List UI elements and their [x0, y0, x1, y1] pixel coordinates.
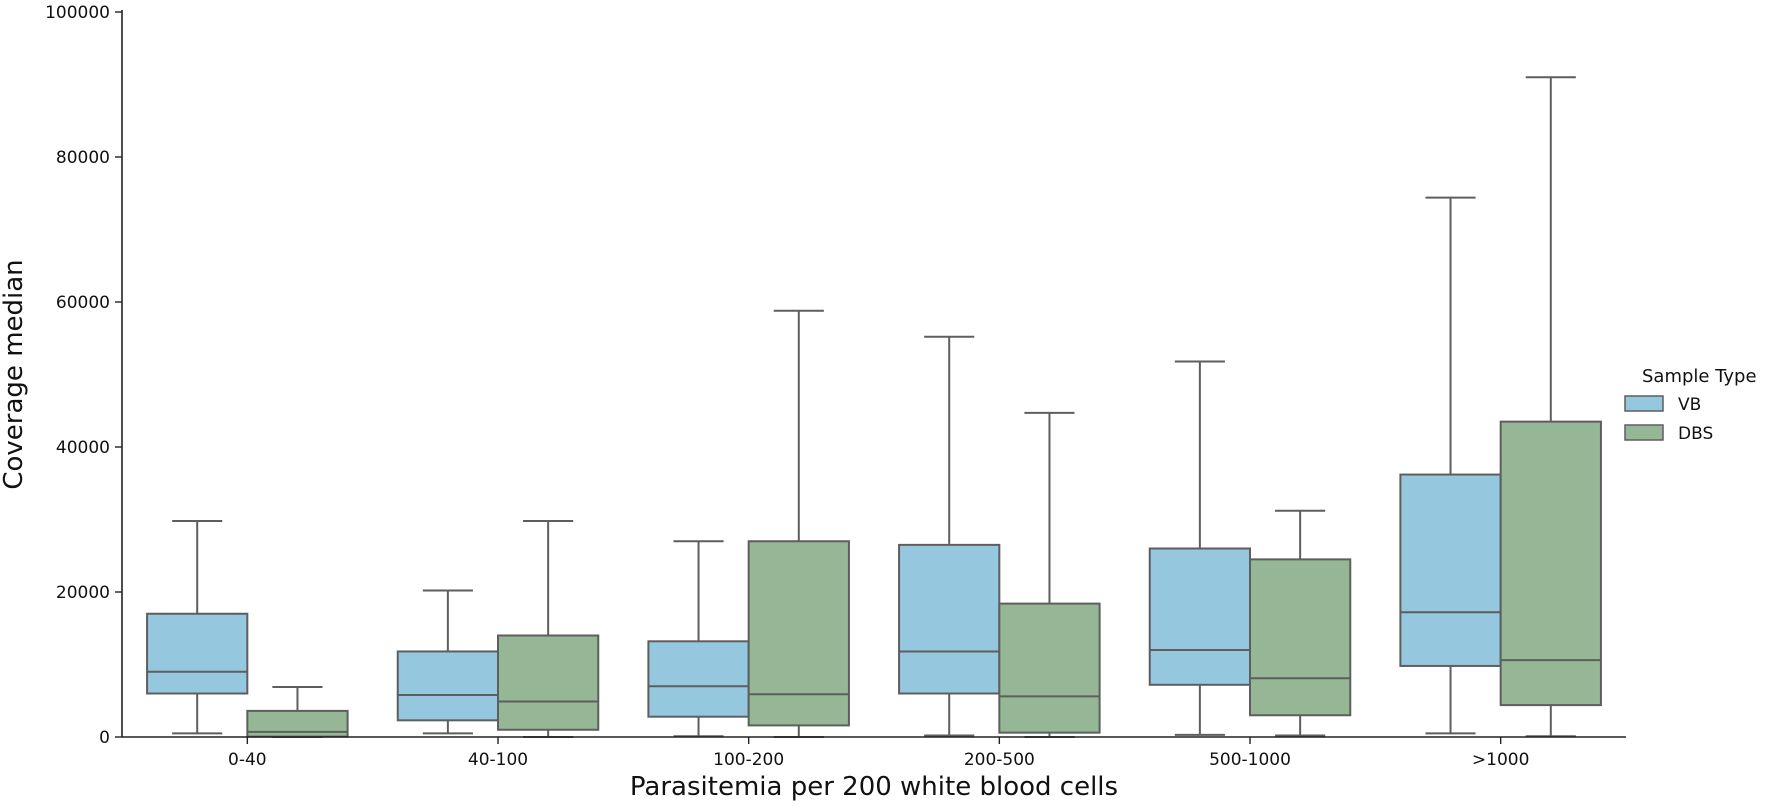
series-group-dbs	[246, 76, 1602, 738]
box-body	[1399, 473, 1502, 667]
box-dbs-4	[1249, 509, 1352, 737]
box-dbs-3	[998, 411, 1101, 738]
box-body	[898, 543, 1001, 695]
y-tick-label: 0	[99, 728, 110, 748]
y-axis-title: Coverage median	[0, 259, 29, 489]
x-tick-label: 40-100	[468, 750, 528, 770]
series-group-vb	[146, 196, 1502, 738]
legend-label-dbs: DBS	[1678, 424, 1713, 444]
legend: Sample Type VB DBS	[1624, 366, 1757, 444]
box-body	[1148, 547, 1251, 686]
legend-swatch-vb	[1624, 395, 1664, 412]
box-dbs-5	[1499, 76, 1602, 738]
y-tick-label: 60000	[56, 293, 110, 313]
box-body	[647, 640, 750, 718]
box-body	[1499, 420, 1602, 707]
x-axis-title: Parasitemia per 200 white blood cells	[630, 772, 1118, 802]
box-body	[998, 602, 1101, 734]
legend-title: Sample Type	[1642, 366, 1757, 387]
y-tick-label: 80000	[56, 148, 110, 168]
x-tick-label: 0-40	[228, 750, 267, 770]
box-vb-3	[898, 335, 1001, 737]
box-vb-1	[396, 589, 500, 735]
box-body	[396, 650, 500, 722]
x-tick-label: 200-500	[964, 750, 1035, 770]
y-tick-label: 20000	[56, 583, 110, 603]
x-tick-label: 500-1000	[1209, 750, 1291, 770]
box-vb-5	[1399, 196, 1502, 735]
x-tick-label: >1000	[1472, 750, 1530, 770]
legend-swatch-dbs	[1624, 424, 1664, 441]
y-tick-label: 40000	[56, 438, 110, 458]
y-tick-label: 100000	[45, 3, 110, 23]
box-vb-0	[146, 519, 249, 735]
box-body	[146, 612, 249, 695]
box-body	[1249, 558, 1352, 717]
box-body	[497, 634, 600, 731]
box-vb-4	[1148, 360, 1251, 736]
x-tick-label: 100-200	[713, 750, 784, 770]
box-vb-2	[647, 540, 750, 738]
box-dbs-0	[246, 685, 349, 738]
legend-label-vb: VB	[1678, 395, 1701, 415]
box-body	[747, 540, 850, 727]
box-dbs-1	[497, 519, 600, 738]
box-dbs-2	[747, 309, 850, 738]
